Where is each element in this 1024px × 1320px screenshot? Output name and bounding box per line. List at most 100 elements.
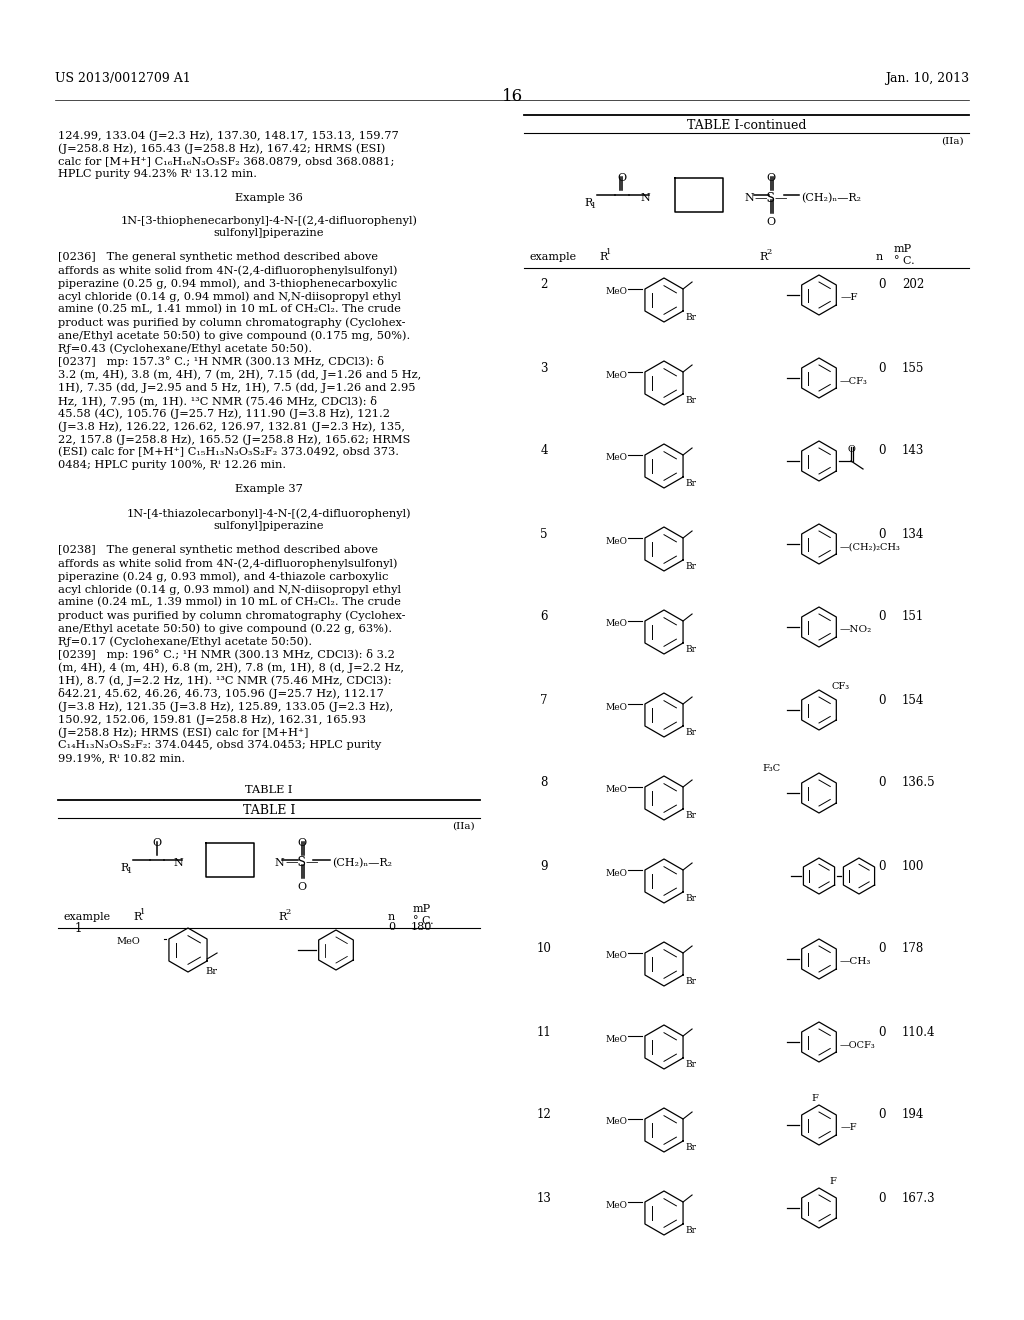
Text: 124.99, 133.04 (J=2.3 Hz), 137.30, 148.17, 153.13, 159.77: 124.99, 133.04 (J=2.3 Hz), 137.30, 148.1… xyxy=(58,129,398,140)
Text: 110.4: 110.4 xyxy=(902,1026,936,1039)
Text: 0: 0 xyxy=(879,942,886,956)
Text: 1: 1 xyxy=(591,202,596,210)
Text: CF₃: CF₃ xyxy=(831,681,849,690)
Text: 0484; HPLC purity 100%, Rⁱ 12.26 min.: 0484; HPLC purity 100%, Rⁱ 12.26 min. xyxy=(58,459,286,470)
Text: 0: 0 xyxy=(388,921,395,932)
Text: —NO₂: —NO₂ xyxy=(840,626,872,635)
Text: —F: —F xyxy=(841,1123,858,1133)
Text: N: N xyxy=(274,858,284,869)
Text: Br: Br xyxy=(685,894,696,903)
Text: acyl chloride (0.14 g, 0.93 mmol) and N,N-diisopropyl ethyl: acyl chloride (0.14 g, 0.93 mmol) and N,… xyxy=(58,583,401,594)
Text: Rƒ=0.17 (Cyclohexane/Ethyl acetate 50:50).: Rƒ=0.17 (Cyclohexane/Ethyl acetate 50:50… xyxy=(58,636,312,647)
Text: Br: Br xyxy=(685,645,696,653)
Text: (CH₂)ₙ—R₂: (CH₂)ₙ—R₂ xyxy=(801,193,861,203)
Text: —CH₃: —CH₃ xyxy=(840,957,871,966)
Text: sulfonyl]piperazine: sulfonyl]piperazine xyxy=(214,521,325,531)
Text: (IIa): (IIa) xyxy=(941,137,964,147)
Text: O: O xyxy=(297,838,306,847)
Text: MeO: MeO xyxy=(605,869,627,878)
Text: 11: 11 xyxy=(537,1026,551,1039)
Text: 16: 16 xyxy=(502,88,522,106)
Text: MeO: MeO xyxy=(117,937,140,946)
Text: 1H), 8.7 (d, J=2.2 Hz, 1H). ¹³C NMR (75.46 MHz, CDCl3):: 1H), 8.7 (d, J=2.2 Hz, 1H). ¹³C NMR (75.… xyxy=(58,675,391,685)
Text: 6: 6 xyxy=(541,610,548,623)
Text: O: O xyxy=(766,216,775,227)
Text: MeO: MeO xyxy=(605,454,627,462)
Text: MeO: MeO xyxy=(605,952,627,961)
Text: 0: 0 xyxy=(879,859,886,873)
Text: 2: 2 xyxy=(766,248,771,256)
Text: (CH₂)ₙ—R₂: (CH₂)ₙ—R₂ xyxy=(332,858,392,869)
Text: —S—: —S— xyxy=(286,857,318,870)
Text: 4: 4 xyxy=(541,445,548,458)
Text: —CF₃: —CF₃ xyxy=(840,376,868,385)
Text: —(CH₂)₂CH₃: —(CH₂)₂CH₃ xyxy=(840,543,901,552)
Text: 0: 0 xyxy=(879,1192,886,1204)
Text: piperazine (0.25 g, 0.94 mmol), and 3-thiophenecarboxylic: piperazine (0.25 g, 0.94 mmol), and 3-th… xyxy=(58,279,397,289)
Text: O: O xyxy=(617,173,627,183)
Text: ° C.: ° C. xyxy=(894,256,914,267)
Text: δ42.21, 45.62, 46.26, 46.73, 105.96 (J=25.7 Hz), 112.17: δ42.21, 45.62, 46.26, 46.73, 105.96 (J=2… xyxy=(58,688,384,700)
Text: 154: 154 xyxy=(902,693,925,706)
Text: N: N xyxy=(744,193,754,203)
Text: 9: 9 xyxy=(541,859,548,873)
Text: Example 36: Example 36 xyxy=(236,193,303,203)
Text: 1: 1 xyxy=(75,921,82,935)
Text: 0: 0 xyxy=(879,528,886,540)
Text: MeO: MeO xyxy=(605,785,627,795)
Text: 1: 1 xyxy=(606,248,611,256)
Text: MeO: MeO xyxy=(605,619,627,628)
Text: n: n xyxy=(388,912,395,921)
Text: acyl chloride (0.14 g, 0.94 mmol) and N,N-diisopropyl ethyl: acyl chloride (0.14 g, 0.94 mmol) and N,… xyxy=(58,290,401,301)
Text: Br: Br xyxy=(685,1060,696,1069)
Text: 100: 100 xyxy=(902,859,925,873)
Text: 1N-[4-thiazolecarbonyl]-4-N-[(2,4-difluorophenyl): 1N-[4-thiazolecarbonyl]-4-N-[(2,4-difluo… xyxy=(127,508,412,519)
Text: 151: 151 xyxy=(902,610,925,623)
Text: 5: 5 xyxy=(541,528,548,540)
Text: Br: Br xyxy=(206,968,217,977)
Text: C₁₄H₁₃N₃O₃S₂F₂: 374.0445, obsd 374.0453; HPLC purity: C₁₄H₁₃N₃O₃S₂F₂: 374.0445, obsd 374.0453;… xyxy=(58,741,381,750)
Text: HPLC purity 94.23% Rⁱ 13.12 min.: HPLC purity 94.23% Rⁱ 13.12 min. xyxy=(58,169,257,180)
Text: 1: 1 xyxy=(127,867,132,875)
Text: 0: 0 xyxy=(879,776,886,789)
Text: MeO: MeO xyxy=(605,702,627,711)
Text: O: O xyxy=(297,882,306,892)
Text: affords as white solid from 4N-(2,4-difluorophenylsulfonyl): affords as white solid from 4N-(2,4-difl… xyxy=(58,558,397,569)
Text: 136.5: 136.5 xyxy=(902,776,936,789)
Text: 1N-[3-thiophenecarbonyl]-4-N-[(2,4-difluorophenyl): 1N-[3-thiophenecarbonyl]-4-N-[(2,4-diflu… xyxy=(121,215,418,226)
Text: 0: 0 xyxy=(879,1109,886,1122)
Text: TABLE I: TABLE I xyxy=(243,804,295,817)
Text: R: R xyxy=(278,912,287,921)
Text: TABLE I-continued: TABLE I-continued xyxy=(687,119,806,132)
Text: —S—: —S— xyxy=(755,191,787,205)
Text: Br: Br xyxy=(685,313,696,322)
Text: F₃C: F₃C xyxy=(763,764,781,774)
Text: 1H), 7.35 (dd, J=2.95 and 5 Hz, 1H), 7.5 (dd, J=1.26 and 2.95: 1H), 7.35 (dd, J=2.95 and 5 Hz, 1H), 7.5… xyxy=(58,381,416,392)
Text: —F: —F xyxy=(841,293,858,302)
Text: —OCF₃: —OCF₃ xyxy=(840,1040,876,1049)
Text: 0: 0 xyxy=(879,279,886,292)
Text: 2: 2 xyxy=(541,279,548,292)
Text: 134: 134 xyxy=(902,528,925,540)
Text: 8: 8 xyxy=(541,776,548,789)
Text: (IIa): (IIa) xyxy=(453,822,475,832)
Text: [0236]   The general synthetic method described above: [0236] The general synthetic method desc… xyxy=(58,252,378,261)
Text: Rƒ=0.43 (Cyclohexane/Ethyl acetate 50:50).: Rƒ=0.43 (Cyclohexane/Ethyl acetate 50:50… xyxy=(58,343,312,354)
Text: (J=258.8 Hz); HRMS (ESI) calc for [M+H⁺]: (J=258.8 Hz); HRMS (ESI) calc for [M+H⁺] xyxy=(58,727,308,738)
Text: MeO: MeO xyxy=(605,1118,627,1126)
Text: Br: Br xyxy=(685,977,696,986)
Text: F: F xyxy=(829,1177,836,1185)
Text: 0: 0 xyxy=(879,693,886,706)
Text: product was purified by column chromatography (Cyclohex-: product was purified by column chromatog… xyxy=(58,610,406,620)
Text: piperazine (0.24 g, 0.93 mmol), and 4-thiazole carboxylic: piperazine (0.24 g, 0.93 mmol), and 4-th… xyxy=(58,572,388,582)
Text: amine (0.25 mL, 1.41 mmol) in 10 mL of CH₂Cl₂. The crude: amine (0.25 mL, 1.41 mmol) in 10 mL of C… xyxy=(58,304,400,314)
Text: N: N xyxy=(640,193,650,203)
Text: Br: Br xyxy=(685,1226,696,1236)
Text: Br: Br xyxy=(685,479,696,488)
Text: (J=3.8 Hz), 126.22, 126.62, 126.97, 132.81 (J=2.3 Hz), 135,: (J=3.8 Hz), 126.22, 126.62, 126.97, 132.… xyxy=(58,421,406,432)
Text: 2: 2 xyxy=(285,908,290,916)
Text: 99.19%, Rⁱ 10.82 min.: 99.19%, Rⁱ 10.82 min. xyxy=(58,752,185,763)
Text: (J=3.8 Hz), 121.35 (J=3.8 Hz), 125.89, 133.05 (J=2.3 Hz),: (J=3.8 Hz), 121.35 (J=3.8 Hz), 125.89, 1… xyxy=(58,701,393,711)
Text: 3: 3 xyxy=(541,362,548,375)
Text: Br: Br xyxy=(685,810,696,820)
